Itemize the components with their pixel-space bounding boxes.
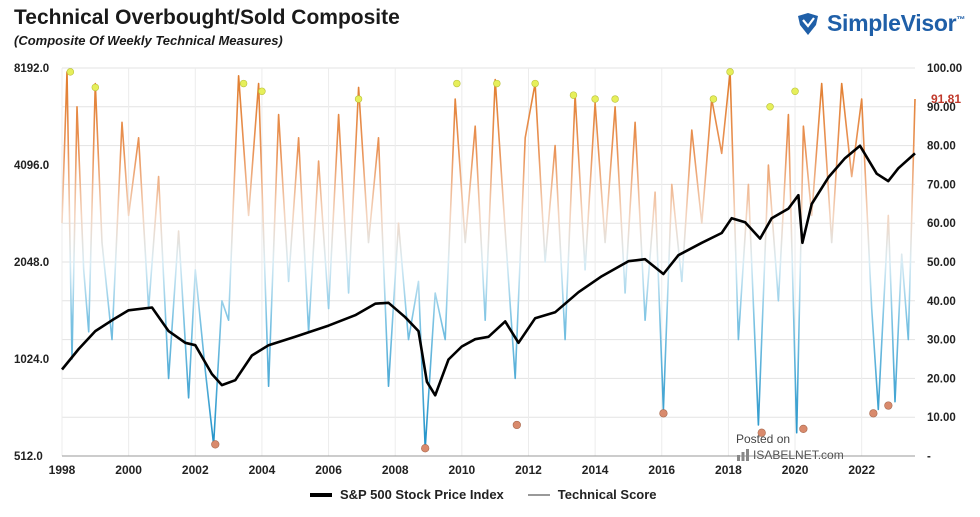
brand-logo: SimpleVisor™	[795, 10, 965, 37]
legend-swatch-sp500	[310, 492, 332, 497]
overbought-marker	[258, 87, 266, 95]
overbought-marker	[569, 91, 578, 99]
x-axis-tick-label: 2022	[848, 463, 875, 477]
left-axis-tick-label: 8192.0	[14, 63, 49, 75]
right-axis-tick-label: 50.00	[927, 257, 956, 269]
overbought-marker	[239, 79, 248, 88]
left-axis-tick-label: 2048.0	[14, 257, 49, 269]
x-axis-tick-label: 2020	[782, 463, 809, 477]
right-axis-tick-label: 90.00	[927, 102, 956, 114]
legend-label-sp500: S&P 500 Stock Price Index	[340, 487, 504, 502]
series-technical-score	[61, 71, 916, 450]
right-axis-tick-label: 20.00	[927, 373, 956, 385]
overbought-marker	[453, 79, 461, 88]
overbought-marker	[493, 79, 501, 88]
chart-legend: S&P 500 Stock Price Index Technical Scor…	[310, 487, 657, 502]
right-axis-tick-label: 30.00	[927, 335, 956, 347]
overbought-marker	[726, 68, 734, 76]
right-axis-tick-label: 40.00	[927, 296, 956, 308]
last-value-label: 91.81	[931, 92, 961, 106]
overbought-marker	[709, 95, 718, 103]
oversold-marker	[659, 409, 668, 418]
x-axis-tick-label: 2004	[249, 463, 276, 477]
x-axis-tick-label: 2002	[182, 463, 209, 477]
oversold-marker	[799, 424, 808, 433]
x-axis-tick-label: 2008	[382, 463, 409, 477]
oversold-marker	[869, 409, 878, 418]
x-axis-tick-label: 1998	[49, 463, 76, 477]
watermark-posted-on: Posted on	[736, 432, 791, 446]
overbought-marker	[591, 95, 599, 103]
right-axis-tick-label: -	[927, 451, 931, 463]
oversold-marker	[884, 401, 893, 410]
left-axis-tick-label: 4096.0	[14, 160, 49, 172]
series-sp500	[60, 144, 916, 397]
chart-subtitle: (Composite Of Weekly Technical Measures)	[14, 33, 283, 48]
x-axis-tick-label: 2018	[715, 463, 742, 477]
x-axis-tick-label: 2010	[448, 463, 475, 477]
overbought-marker	[531, 79, 539, 88]
oversold-marker	[421, 444, 430, 453]
x-axis-tick-label: 2012	[515, 463, 542, 477]
left-axis-tick-label: 512.0	[14, 451, 43, 463]
overbought-marker	[91, 83, 100, 92]
overbought-marker	[791, 87, 799, 95]
overbought-marker	[66, 68, 75, 76]
right-axis-tick-label: 100.00	[927, 63, 962, 75]
oversold-marker	[757, 428, 766, 437]
overbought-marker	[766, 103, 774, 111]
legend-label-technical-score: Technical Score	[557, 487, 657, 502]
overbought-marker	[611, 95, 619, 103]
overbought-marker	[354, 95, 363, 103]
brand-name: SimpleVisor	[827, 10, 957, 36]
brand-tm: ™	[956, 14, 965, 25]
isabelnet-logo-icon	[737, 449, 749, 461]
watermark-site: ISABELNET.com	[736, 448, 844, 462]
right-axis-tick-label: 70.00	[927, 179, 956, 191]
legend-swatch-technical-score	[527, 493, 550, 496]
x-axis-tick-label: 2016	[648, 463, 675, 477]
right-axis-tick-label: 10.00	[927, 412, 956, 424]
right-axis-tick-label: 60.00	[927, 218, 956, 230]
simplevisor-mark-icon	[798, 12, 818, 35]
x-axis-tick-label: 2000	[115, 463, 142, 477]
oversold-marker	[211, 440, 220, 449]
oversold-marker	[512, 420, 521, 430]
watermark-site-label: ISABELNET.com	[753, 448, 844, 462]
right-axis-tick-label: 80.00	[927, 141, 956, 153]
left-axis-tick-label: 1024.0	[14, 354, 49, 366]
chart-title: Technical Overbought/Sold Composite	[14, 6, 400, 29]
x-axis-tick-label: 2014	[582, 463, 609, 477]
x-axis-tick-label: 2006	[315, 463, 342, 477]
